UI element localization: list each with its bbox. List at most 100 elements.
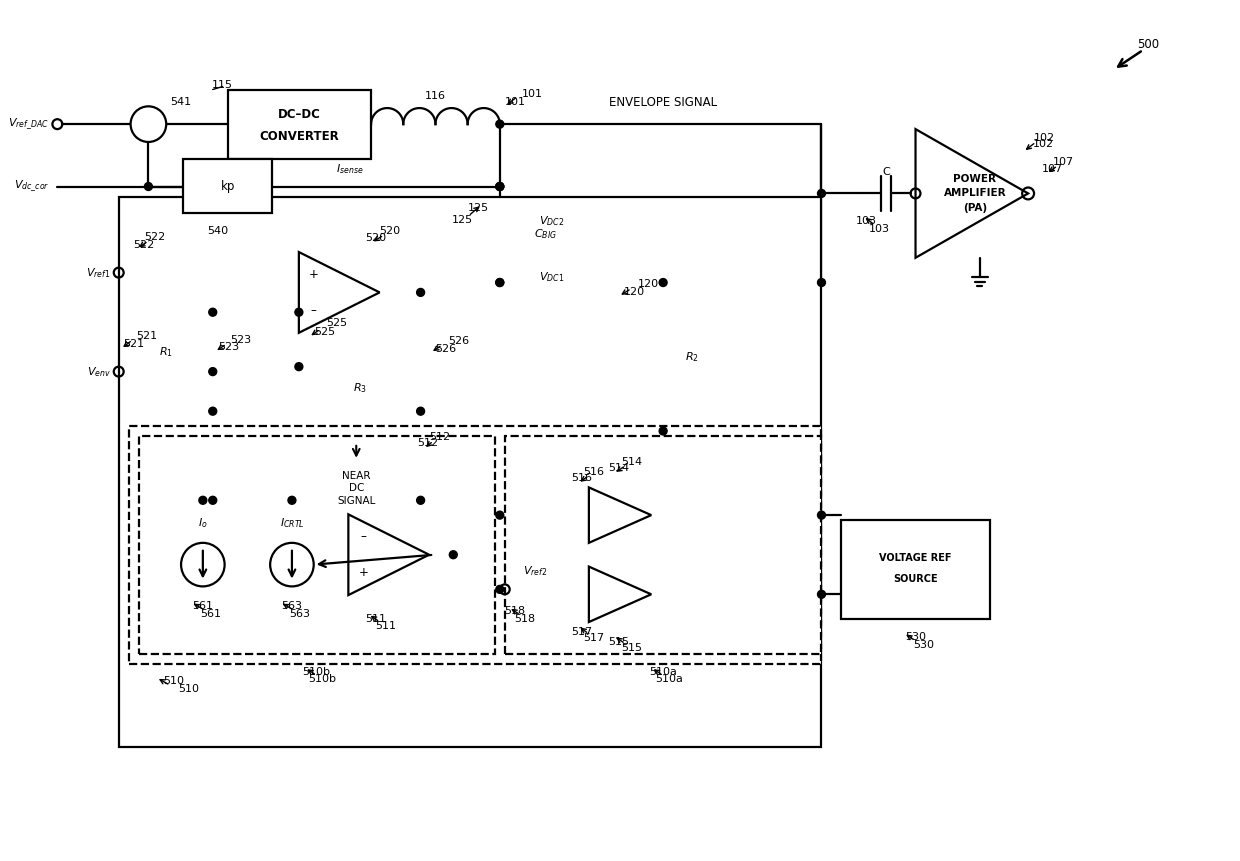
Text: 107: 107 (1053, 157, 1074, 167)
Text: 522: 522 (133, 240, 154, 250)
Circle shape (496, 121, 503, 128)
Text: VOLTAGE REF: VOLTAGE REF (879, 553, 952, 563)
Text: 514: 514 (621, 456, 642, 467)
Text: $I_{CRTL}$: $I_{CRTL}$ (279, 516, 304, 530)
Text: 520: 520 (366, 233, 387, 243)
Text: 526: 526 (435, 344, 456, 354)
Circle shape (295, 362, 303, 370)
Text: 512: 512 (417, 438, 438, 448)
Circle shape (817, 511, 826, 519)
Text: 510: 510 (164, 677, 185, 686)
Text: 116: 116 (425, 91, 446, 102)
Circle shape (417, 288, 424, 296)
Circle shape (496, 183, 503, 190)
Text: 517: 517 (583, 633, 604, 643)
Text: ENVELOPE SIGNAL: ENVELOPE SIGNAL (609, 96, 717, 108)
Text: 510b: 510b (309, 674, 336, 684)
Text: 524: 524 (678, 443, 699, 454)
Bar (184, 158, 272, 214)
Circle shape (144, 183, 153, 190)
Circle shape (208, 496, 217, 505)
Text: 523: 523 (231, 335, 252, 345)
Text: $V_{env}$: $V_{env}$ (87, 365, 110, 379)
Circle shape (496, 585, 503, 593)
Circle shape (817, 591, 826, 598)
Bar (129, 426, 821, 664)
Text: 125: 125 (467, 203, 489, 214)
Text: 563: 563 (281, 601, 303, 611)
Polygon shape (299, 252, 379, 333)
Text: 522: 522 (144, 232, 165, 242)
Text: 125: 125 (451, 215, 472, 226)
Circle shape (496, 183, 503, 190)
Text: 511: 511 (376, 621, 397, 631)
Text: 514: 514 (608, 462, 629, 473)
Text: 515: 515 (608, 637, 629, 647)
Text: $V_{dc\_cor}$: $V_{dc\_cor}$ (14, 179, 50, 195)
Text: DC–DC: DC–DC (278, 108, 321, 121)
Text: 516: 516 (583, 467, 604, 477)
Text: 561: 561 (201, 609, 221, 619)
Circle shape (496, 183, 503, 190)
Text: 102: 102 (1033, 133, 1054, 143)
Text: 530: 530 (913, 640, 934, 650)
Circle shape (130, 106, 166, 142)
Text: $R_3$: $R_3$ (352, 381, 367, 395)
Text: 500: 500 (1137, 39, 1159, 52)
Text: 541: 541 (170, 97, 191, 108)
Text: $R_2$: $R_2$ (684, 350, 699, 363)
Text: 521: 521 (124, 339, 145, 349)
Text: 512: 512 (429, 432, 450, 442)
Text: CONVERTER: CONVERTER (259, 129, 340, 143)
Text: $I_{sense}$: $I_{sense}$ (336, 162, 365, 176)
Polygon shape (348, 514, 429, 595)
Circle shape (417, 496, 424, 505)
Text: 524: 524 (691, 452, 712, 461)
Circle shape (295, 308, 303, 316)
Text: 525: 525 (326, 318, 347, 328)
Circle shape (660, 427, 667, 435)
Text: (PA): (PA) (962, 203, 987, 214)
Text: 103: 103 (856, 216, 877, 226)
Circle shape (270, 542, 314, 586)
Text: $R_1$: $R_1$ (159, 345, 172, 359)
Text: 523: 523 (218, 342, 239, 352)
Text: 517: 517 (572, 627, 593, 637)
Circle shape (208, 368, 217, 375)
Text: 107: 107 (1043, 164, 1064, 174)
Text: +: + (143, 117, 154, 131)
Text: 520: 520 (379, 226, 401, 236)
Text: $I_o$: $I_o$ (198, 516, 207, 530)
Bar (139, 436, 495, 653)
Circle shape (181, 542, 224, 586)
Bar (119, 197, 821, 746)
Circle shape (496, 279, 503, 287)
Text: +: + (309, 268, 319, 281)
Polygon shape (915, 129, 1028, 257)
Circle shape (208, 407, 217, 415)
Text: 530: 530 (905, 632, 926, 642)
Text: $V_{ref\_DAC}$: $V_{ref\_DAC}$ (9, 116, 50, 132)
Text: 510b: 510b (303, 666, 331, 677)
Text: $V_{ref1}$: $V_{ref1}$ (87, 266, 110, 280)
Circle shape (198, 496, 207, 505)
Text: 120: 120 (624, 288, 645, 297)
Text: NEAR: NEAR (342, 471, 371, 480)
Text: SIGNAL: SIGNAL (337, 496, 376, 506)
Text: $V_{DC1}$: $V_{DC1}$ (539, 270, 564, 284)
Circle shape (417, 407, 424, 415)
Circle shape (496, 279, 503, 287)
Text: POWER: POWER (954, 174, 997, 183)
Text: –: – (311, 304, 316, 317)
Text: –: – (361, 530, 366, 543)
Polygon shape (589, 487, 651, 542)
Text: DC: DC (348, 483, 365, 493)
Text: 511: 511 (366, 614, 387, 624)
Text: $V_{ref2}$: $V_{ref2}$ (522, 565, 547, 579)
Circle shape (817, 279, 826, 287)
Text: 518: 518 (515, 614, 536, 624)
Text: $V_{DC2}$: $V_{DC2}$ (539, 214, 564, 228)
Text: +: + (358, 567, 368, 579)
Text: 518: 518 (505, 606, 526, 616)
Text: SOURCE: SOURCE (893, 574, 937, 585)
